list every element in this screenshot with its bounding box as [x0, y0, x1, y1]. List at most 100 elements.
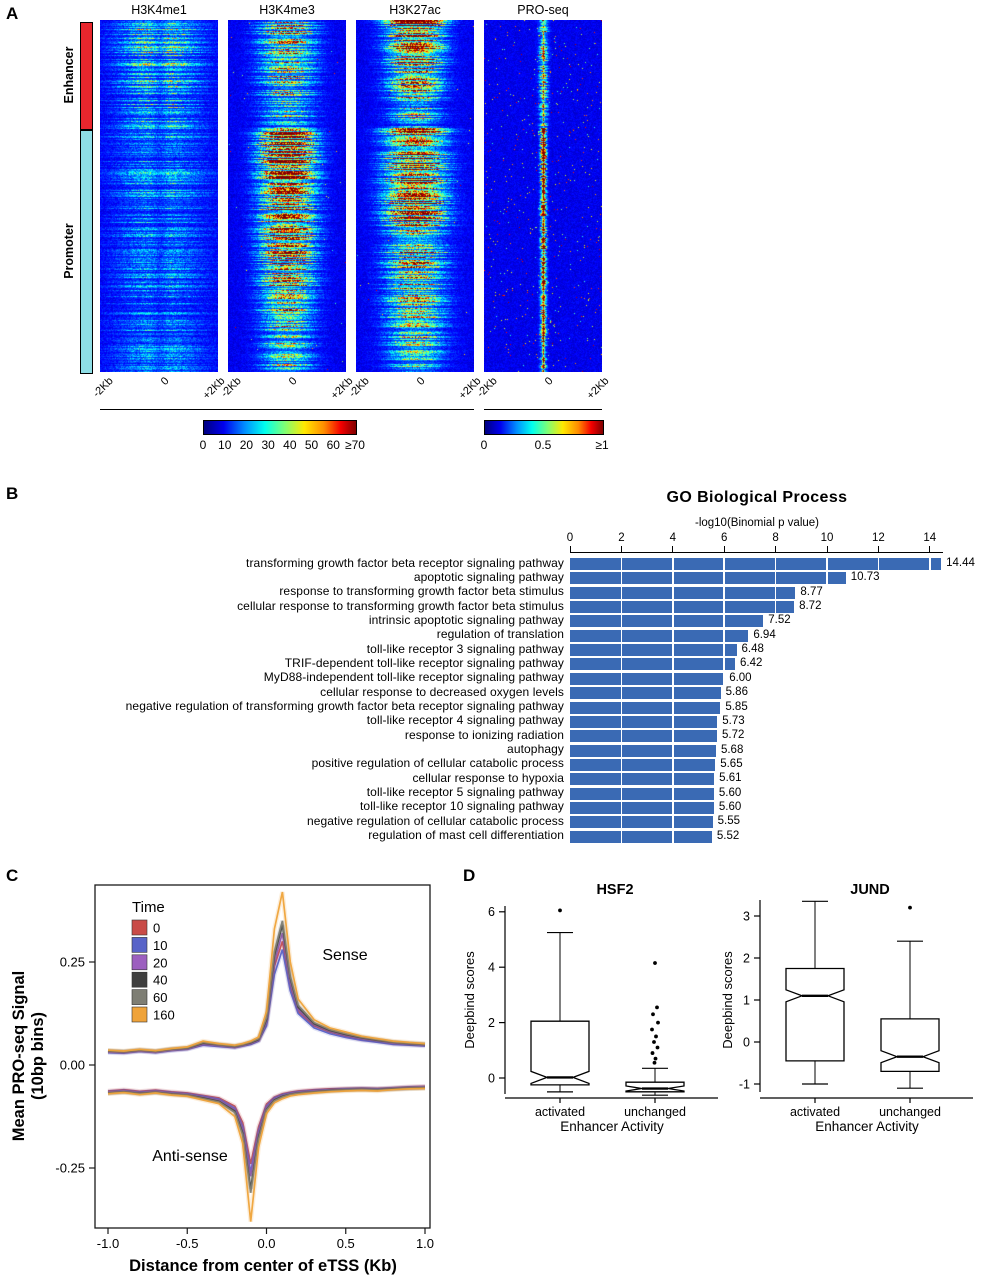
go-x-tick-mark — [672, 546, 674, 552]
heatmap-title: H3K4me1 — [131, 3, 187, 17]
go-category-label: autophagy — [507, 742, 564, 757]
antisense-annotation: Anti-sense — [152, 1148, 228, 1165]
legend-label-40: 40 — [153, 973, 167, 988]
go-category-label: toll-like receptor 5 signaling pathway — [366, 785, 564, 800]
legend-label-0: 0 — [153, 921, 160, 936]
go-x-tick-label: 8 — [772, 532, 779, 544]
jund-title: JUND — [850, 882, 889, 898]
go-x-tick-mark — [775, 546, 777, 552]
hsf2-y-axis-label: Deepbind scores — [462, 951, 477, 1049]
go-axis-line — [570, 552, 943, 554]
hsf2-outlier-unchanged — [653, 961, 657, 965]
hsf2-box-activated — [530, 1020, 590, 1086]
go-chart-title: GO Biological Process — [666, 489, 848, 506]
go-gridline — [877, 557, 880, 843]
go-x-tick-mark — [723, 546, 725, 552]
hsf2-y-tick-label: 6 — [488, 905, 495, 919]
c-y-axis-label-line1: Mean PRO-seq Signal — [10, 971, 28, 1142]
go-bar — [570, 687, 721, 700]
legend-label-20: 20 — [153, 955, 167, 970]
c-x-tick-label: 1.0 — [416, 1236, 434, 1251]
go-category-label: negative regulation of cellular cataboli… — [306, 813, 564, 828]
hsf2-y-tick-label: 0 — [488, 1071, 495, 1085]
c-plot-border — [94, 884, 431, 1229]
go-category-label: cellular response to hypoxia — [412, 770, 564, 785]
colorbar-chip-tick-label: ≥70 — [345, 438, 365, 452]
jund-outlier-unchanged — [908, 905, 912, 910]
axis-underline-right — [484, 409, 602, 411]
go-bar-value: 5.68 — [720, 743, 744, 756]
heatmap-h3k27ac — [356, 20, 474, 372]
go-x-tick-mark — [929, 546, 931, 552]
go-bar-value: 14.44 — [946, 557, 975, 569]
go-bar — [570, 601, 795, 614]
heatmap-title: PRO-seq — [517, 3, 569, 17]
legend-label-10: 10 — [153, 938, 167, 953]
panel-b-label: B — [6, 484, 19, 503]
series-line-antisense-160 — [107, 1087, 426, 1222]
jund-y-tick-label: 2 — [743, 951, 750, 965]
go-bar-value: 6.00 — [729, 671, 752, 684]
go-bar — [570, 816, 713, 829]
hsf2-x-axis-label: Enhancer Activity — [560, 1119, 664, 1134]
heatmap-title: H3K27ac — [389, 3, 441, 17]
heatmap-x-tick-label: -2Kb — [90, 375, 116, 400]
panel-c-label: C — [6, 866, 19, 885]
go-bar — [570, 658, 735, 671]
legend-swatch-10 — [131, 937, 148, 953]
go-bar-value: 5.60 — [718, 800, 742, 813]
jund-box-activated — [785, 967, 845, 1062]
go-x-axis-label: -log10(Binomial p value) — [694, 517, 819, 529]
axis-underline-left — [100, 409, 474, 411]
go-gridline — [929, 557, 931, 843]
heatmap-x-tick-label: 0 — [286, 375, 300, 388]
legend-label-60: 60 — [153, 990, 167, 1005]
jund-y-tick-label: -1 — [739, 1077, 750, 1091]
legend-swatch-40 — [131, 971, 148, 988]
jund-x-tick-label-activated: activated — [790, 1105, 840, 1119]
go-gridline — [672, 557, 674, 843]
hsf2-outlier-unchanged — [655, 1005, 659, 1010]
go-gridline — [620, 557, 623, 843]
go-category-label: regulation of mast cell differentiation — [368, 828, 564, 843]
colorbar-proseq-tick-label: 0.5 — [534, 438, 552, 452]
hsf2-outlier-unchanged — [656, 1020, 660, 1025]
go-category-label: toll-like receptor 3 signaling pathway — [366, 641, 564, 656]
c-y-tick-label: 0.25 — [60, 955, 85, 970]
panel-a-label: A — [6, 4, 19, 23]
legend-swatch-160 — [131, 1006, 148, 1023]
go-bar-value: 8.77 — [800, 585, 823, 598]
time-legend-title: Time — [132, 899, 165, 916]
go-bar-value: 5.55 — [717, 815, 741, 828]
go-bar — [570, 629, 749, 642]
heatmap-x-tick-label: 0 — [542, 375, 556, 388]
go-bar — [570, 744, 716, 757]
panel-c-metaprofile: -1.0 -0.5 0.0 0.5 1.0 0.25 0.00 -0.25 0 10 20 40 60 1… — [10, 884, 434, 1275]
go-x-tick-mark — [826, 546, 828, 552]
legend-swatch-20 — [131, 954, 148, 971]
hsf2-outlier-unchanged — [652, 1060, 657, 1065]
c-x-tick-label: -1.0 — [97, 1236, 119, 1251]
go-x-tick-label: 14 — [923, 532, 937, 544]
c-y-axis-label-line2: (10bp bins) — [29, 1012, 47, 1100]
go-category-label: cellular response to decreased oxygen le… — [320, 684, 564, 699]
go-bar — [570, 730, 717, 743]
colorbar-chip — [203, 420, 357, 435]
go-bar-value: 5.60 — [718, 786, 742, 799]
legend-swatch-0 — [131, 919, 148, 936]
go-category-label: negative regulation of transforming grow… — [125, 699, 564, 713]
hsf2-x-tick-label-activated: activated — [535, 1105, 585, 1119]
colorbar-chip-tick-label: 40 — [283, 438, 297, 452]
go-category-label: response to ionizing radiation — [404, 727, 564, 742]
go-bar-value: 6.42 — [739, 657, 763, 670]
go-bar — [570, 615, 764, 628]
row-group-bar-enhancer — [80, 22, 93, 130]
row-group-label-enhancer: Enhancer — [62, 46, 76, 104]
legend-swatch-60 — [131, 989, 148, 1005]
go-x-tick-label: 0 — [566, 532, 574, 544]
hsf2-outlier-activated — [558, 908, 562, 913]
heatmap-h3k4me3 — [228, 20, 346, 372]
hsf2-title: HSF2 — [596, 882, 633, 898]
colorbar-chip-tick-label: 60 — [326, 438, 340, 452]
